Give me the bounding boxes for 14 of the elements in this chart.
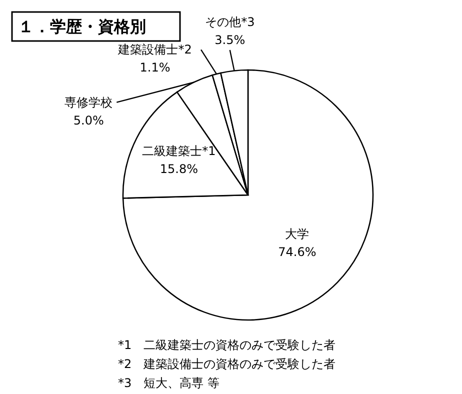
data-label: 1.1% — [140, 60, 170, 75]
text: *3 短大、高専 等 — [118, 376, 220, 390]
slice-label: 専修学校 — [64, 95, 113, 110]
slice-label: その他*3 — [205, 14, 255, 29]
slice-label: 建築設備士*2 — [117, 42, 192, 57]
data-label: 5.0% — [73, 113, 104, 128]
data-label: 74.6% — [278, 245, 316, 259]
slice-label: 二級建築士*1 — [142, 144, 216, 158]
text: *1 二級建築士の資格のみで受験した者 — [118, 338, 336, 352]
text: *2 建築設備士の資格のみで受験した者 — [118, 357, 336, 371]
data-label: 15.8% — [160, 162, 198, 176]
slice-label: 大学 — [285, 227, 310, 241]
data-label: 3.5% — [214, 32, 246, 47]
chart-title: １．学歴・資格別 — [18, 17, 146, 36]
